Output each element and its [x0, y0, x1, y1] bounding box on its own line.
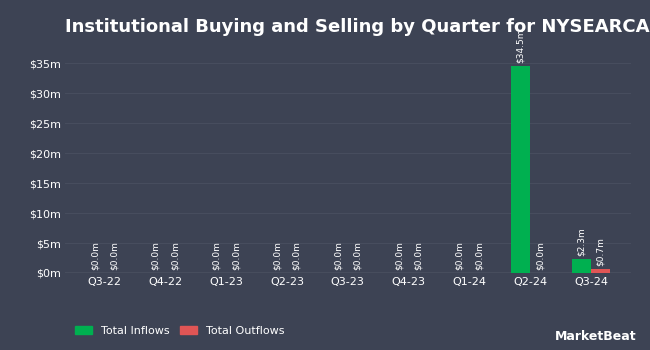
Text: $0.0m: $0.0m — [536, 241, 545, 270]
Text: $0.0m: $0.0m — [151, 241, 160, 270]
Text: $34.5m: $34.5m — [516, 29, 525, 63]
Text: $0.0m: $0.0m — [455, 241, 464, 270]
Text: $0.0m: $0.0m — [474, 241, 484, 270]
Text: $0.0m: $0.0m — [333, 241, 343, 270]
Bar — [571, 259, 591, 273]
Text: $2.3m: $2.3m — [577, 228, 586, 256]
Text: $0.7m: $0.7m — [596, 237, 605, 266]
Text: $0.0m: $0.0m — [231, 241, 240, 270]
Bar — [591, 269, 610, 273]
Text: $0.0m: $0.0m — [110, 241, 119, 270]
Text: $0.0m: $0.0m — [395, 241, 404, 270]
Text: MarketBeat: MarketBeat — [555, 330, 637, 343]
Legend: Total Inflows, Total Outflows: Total Inflows, Total Outflows — [71, 321, 289, 340]
Text: $0.0m: $0.0m — [212, 241, 221, 270]
Text: $0.0m: $0.0m — [292, 241, 301, 270]
Text: $0.0m: $0.0m — [90, 241, 99, 270]
Text: $0.0m: $0.0m — [273, 241, 281, 270]
Text: $0.0m: $0.0m — [414, 241, 422, 270]
Text: Institutional Buying and Selling by Quarter for NYSEARCA:MBS: Institutional Buying and Selling by Quar… — [65, 18, 650, 36]
Text: $0.0m: $0.0m — [353, 241, 362, 270]
Bar — [511, 66, 530, 273]
Text: $0.0m: $0.0m — [170, 241, 179, 270]
